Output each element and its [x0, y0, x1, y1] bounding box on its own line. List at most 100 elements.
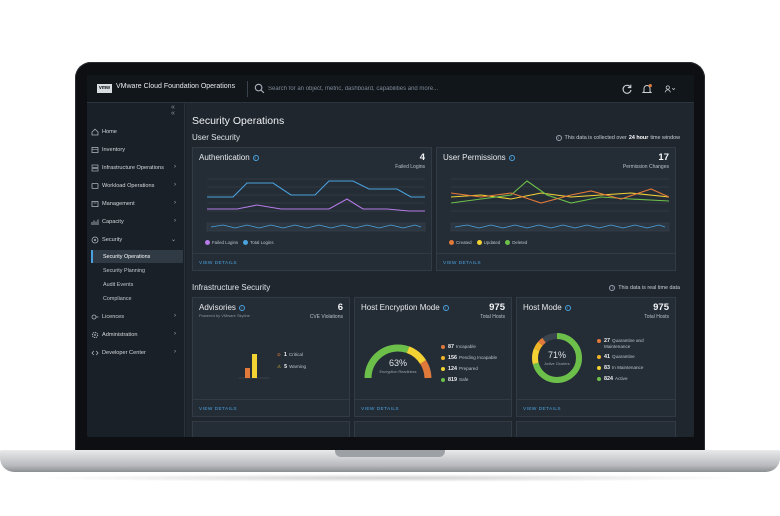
sidebar-item-security[interactable]: Security ⌄	[91, 233, 183, 247]
sidebar-item-label: Workload Operations	[102, 183, 155, 189]
encryption-total-hosts-label: Total Hosts	[480, 314, 505, 320]
permission-changes-label: Permission Changes	[622, 164, 669, 170]
hostmode-stat: 824 Active	[597, 376, 628, 382]
refresh-icon[interactable]	[621, 83, 633, 95]
sidebar-collapse-toggle[interactable]: ««	[171, 104, 175, 117]
host-mode-card: Host Mode i 975 Total Hosts 71% Active Cl…	[516, 297, 676, 417]
licences-icon	[91, 314, 99, 320]
home-icon	[91, 128, 99, 136]
encryption-gauge-label: Encryption Readiness	[379, 370, 417, 374]
encryption-view-details-link[interactable]: VIEW DETAILS	[361, 407, 400, 412]
card-divider	[517, 399, 675, 400]
sidebar-item-label: Capacity	[102, 219, 124, 225]
warning-icon: ⚠	[277, 364, 282, 369]
advisories-card: Advisories i Powered by VMware Skyline 6 …	[192, 297, 350, 417]
permissions-line-chart	[450, 178, 670, 232]
search-icon[interactable]	[254, 83, 265, 94]
card-divider	[437, 253, 675, 254]
sidebar-item-developer-center[interactable]: Developer Center ›	[91, 346, 183, 360]
chevron-right-icon: ›	[174, 200, 176, 206]
sidebar-item-capacity[interactable]: Capacity ›	[91, 215, 183, 229]
authentication-line-chart	[206, 178, 426, 232]
sidebar-item-label: Licences	[102, 314, 125, 320]
auth-view-details-link[interactable]: VIEW DETAILS	[199, 261, 238, 266]
card-title: Authentication i	[199, 153, 259, 162]
cve-violations-label: CVE Violations	[309, 314, 343, 320]
perm-view-details-link[interactable]: VIEW DETAILS	[443, 261, 482, 266]
user-permissions-card: User Permissions i 17 Permission Changes …	[436, 147, 676, 271]
infrastructure-icon	[91, 164, 99, 172]
sidebar-item-label: Infrastructure Operations	[102, 165, 164, 171]
permission-changes-count: 17	[658, 152, 669, 163]
infrastructure-security-heading: Infrastructure Security	[192, 283, 271, 292]
hostmode-stat: 27 Quarantine and Maintenance	[597, 338, 669, 349]
hostmode-stat: 83 In Maintenance	[597, 365, 643, 371]
partial-card	[192, 421, 350, 437]
encryption-stat: 819 Safe	[441, 377, 468, 383]
user-menu-icon[interactable]	[664, 83, 676, 95]
advisories-view-details-link[interactable]: VIEW DETAILS	[199, 407, 238, 412]
developer-icon	[91, 350, 99, 356]
sidebar-item-infrastructure-operations[interactable]: Infrastructure Operations ›	[91, 161, 183, 175]
chevron-down-icon: ⌄	[170, 237, 176, 243]
sidebar-item-management[interactable]: Management ›	[91, 197, 183, 211]
administration-icon	[91, 331, 99, 339]
card-title: Host Mode i	[523, 303, 571, 312]
warning-bar	[252, 354, 257, 378]
card-divider	[355, 399, 511, 400]
encryption-gauge-percent: 63%	[388, 358, 407, 368]
active-clusters-percent: 71%	[547, 350, 566, 360]
card-title: Advisories i	[199, 303, 245, 312]
info-icon[interactable]: i	[252, 154, 259, 161]
chevron-right-icon: ›	[174, 331, 176, 337]
legend-dot	[505, 240, 511, 245]
workload-icon	[91, 183, 99, 189]
encryption-stat: 156 Pending Incapable	[441, 355, 497, 361]
active-clusters-donut	[532, 333, 582, 383]
laptop-screen: vmw VMware Cloud Foundation Operations «…	[87, 75, 694, 437]
card-title: Host Encryption Mode i	[361, 303, 449, 312]
info-icon[interactable]: i	[442, 304, 449, 311]
sidebar-subitem-security-planning[interactable]: Security Planning	[103, 267, 145, 274]
sidebar-item-home[interactable]: Home	[91, 125, 183, 139]
vmware-logo[interactable]: vmw	[97, 84, 112, 93]
hostmode-view-details-link[interactable]: VIEW DETAILS	[523, 407, 562, 412]
info-icon[interactable]: i	[564, 304, 571, 311]
hostmode-stat: 41 Quarantine	[597, 354, 635, 360]
legend-dot	[243, 240, 249, 245]
encryption-stat: 124 Prepared	[441, 366, 478, 372]
laptop-notch	[335, 450, 445, 457]
info-icon[interactable]: i	[508, 154, 515, 161]
critical-stat: ⊘ 1 Critical	[277, 352, 303, 358]
host-encryption-card: Host Encryption Mode i 975 Total Hosts 63…	[354, 297, 512, 417]
notification-bell-icon[interactable]	[641, 83, 653, 95]
card-divider	[193, 399, 349, 400]
authentication-card: Authentication i 4 Failed Logins Failed L…	[192, 147, 432, 271]
hostmode-total-hosts: 975	[653, 302, 669, 313]
sidebar-subitem-audit-events[interactable]: Audit Events	[103, 281, 134, 288]
encryption-stat: 87 Incapable	[441, 344, 476, 350]
legend-dot	[476, 240, 482, 245]
laptop-shadow	[30, 474, 750, 482]
chevron-right-icon: ›	[174, 182, 176, 188]
advisories-bar-chart	[239, 354, 269, 379]
hostmode-total-hosts-label: Total Hosts	[644, 314, 669, 320]
sidebar-item-workload-operations[interactable]: Workload Operations ›	[91, 179, 183, 193]
management-icon	[91, 201, 99, 207]
sidebar-subitem-security-operations[interactable]: Security Operations	[91, 250, 183, 263]
sidebar-item-administration[interactable]: Administration ›	[91, 328, 183, 342]
partial-card	[354, 421, 512, 437]
legend-dot	[449, 240, 454, 245]
failed-logins-count: 4	[419, 152, 425, 163]
user-security-heading: User Security	[192, 133, 241, 142]
sidebar-item-inventory[interactable]: Inventory	[91, 143, 183, 157]
authentication-legend: Failed Logins Total Logins	[205, 240, 279, 245]
security-icon	[91, 236, 99, 244]
sidebar-subitem-compliance[interactable]: Compliance	[103, 295, 132, 302]
sidebar-item-licences[interactable]: Licences ›	[91, 310, 183, 324]
chevron-right-icon: ›	[174, 349, 176, 355]
global-search-input[interactable]	[268, 82, 518, 95]
info-icon[interactable]: i	[238, 304, 245, 311]
advisories-subtitle: Powered by VMware Skyline	[199, 313, 250, 318]
sidebar-item-label: Developer Center	[102, 350, 146, 356]
